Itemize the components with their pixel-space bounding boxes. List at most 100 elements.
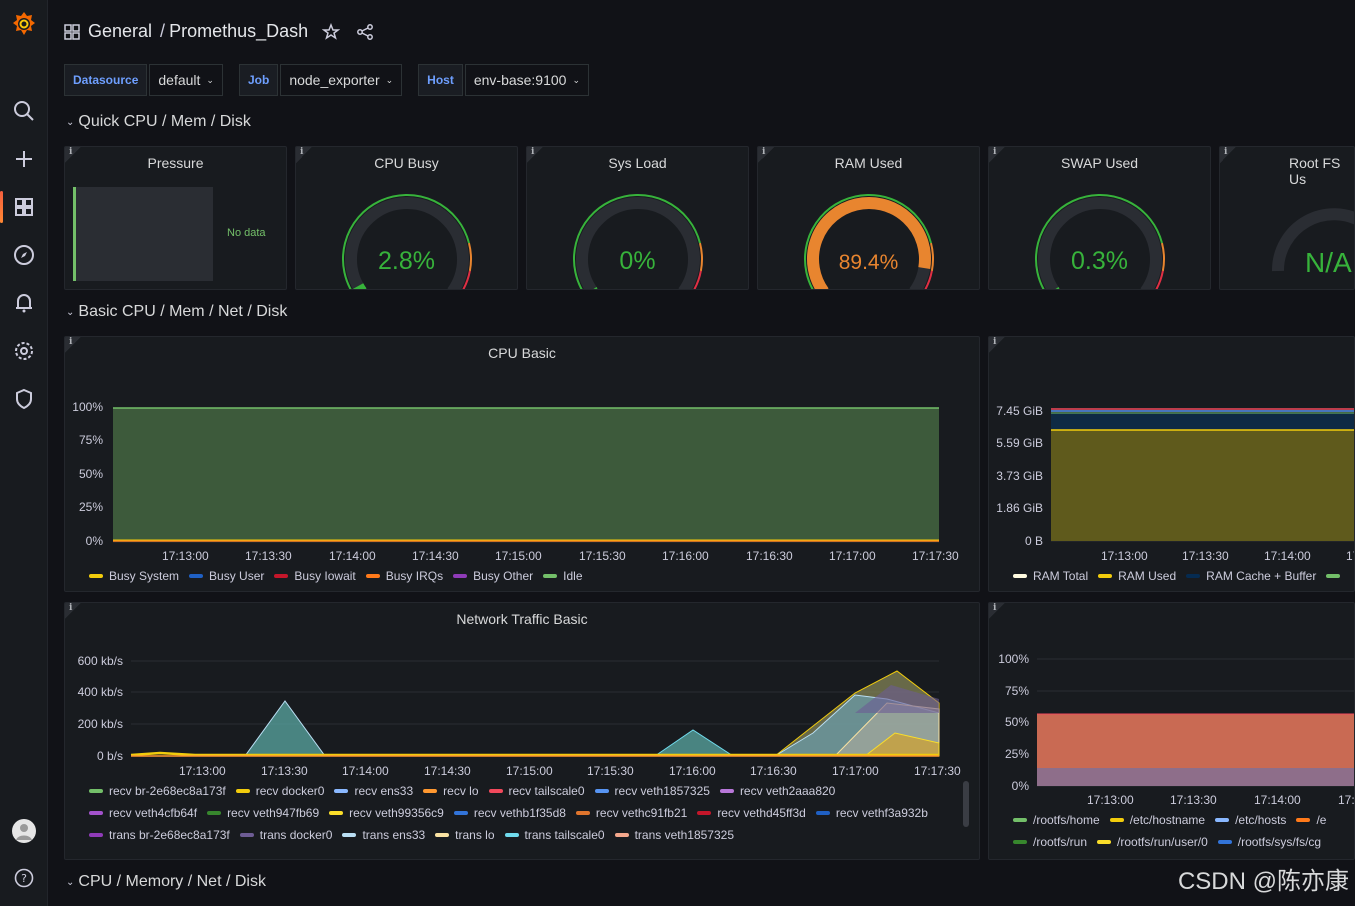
row-quick-cpu-mem-disk[interactable]: ⌄ Quick CPU / Mem / Disk: [66, 113, 251, 131]
panel-title[interactable]: RAM Used: [834, 155, 903, 171]
legend-item[interactable]: Idle: [543, 569, 583, 583]
legend-item[interactable]: /etc/hosts: [1215, 813, 1286, 827]
help-icon[interactable]: ?: [0, 858, 48, 898]
panel-info-icon[interactable]: i: [65, 147, 81, 163]
row-basic-cpu-mem-net-disk[interactable]: ⌄ Basic CPU / Mem / Net / Disk: [66, 303, 287, 321]
legend-item[interactable]: recv veth99356c9: [329, 806, 444, 820]
star-icon[interactable]: [322, 22, 341, 41]
panel-info-icon[interactable]: i: [527, 147, 543, 163]
panel-title[interactable]: Root FS Us: [1289, 155, 1341, 187]
legend-item[interactable]: recv vethd45ff3d: [697, 806, 806, 820]
gauge-threshold-orange: [1161, 242, 1165, 272]
panel-info-icon[interactable]: i: [989, 603, 1005, 619]
root-fs-panel[interactable]: i Root FS Us N/A: [1219, 146, 1355, 290]
datasource-variable-label: Datasource: [64, 64, 148, 96]
row-cpu-memory-net-disk[interactable]: ⌄ CPU / Memory / Net / Disk: [66, 873, 266, 891]
legend-item[interactable]: trans lo: [435, 828, 495, 842]
panel-title[interactable]: Sys Load: [608, 155, 667, 171]
legend-item[interactable]: trans veth1857325: [614, 828, 734, 842]
legend-item[interactable]: trans ens33: [342, 828, 425, 842]
legend-item[interactable]: recv vethf3a932b: [815, 806, 928, 820]
memory-basic-panel[interactable]: i 7.45 GiB 5.59 GiB 3.73 GiB 1.86 GiB 0 …: [988, 336, 1355, 592]
y-tick: 50%: [1004, 715, 1029, 729]
configuration-gear-icon[interactable]: [0, 331, 48, 371]
cpu-basic-chart: [113, 407, 939, 543]
legend-item[interactable]: Busy Other: [453, 569, 533, 583]
legend-item[interactable]: recv lo: [423, 784, 479, 798]
job-variable-select[interactable]: node_exporter ⌄: [280, 64, 403, 96]
cpu-basic-panel[interactable]: i CPU Basic 100% 75% 50% 25% 0% 17:13:00…: [64, 336, 980, 592]
legend-item[interactable]: trans br-2e68ec8a173f: [89, 828, 230, 842]
chevron-down-icon: ⌄: [66, 116, 75, 128]
panel-info-icon[interactable]: i: [1220, 147, 1236, 163]
datasource-variable-select[interactable]: default ⌄: [149, 64, 223, 96]
legend-item[interactable]: recv vethc91fb21: [575, 806, 687, 820]
panel-info-icon[interactable]: i: [989, 337, 1005, 353]
server-admin-shield-icon[interactable]: [0, 379, 48, 419]
legend-item[interactable]: Busy Iowait: [274, 569, 356, 583]
panel-title[interactable]: CPU Basic: [488, 345, 556, 361]
gauge-threshold-orange: [468, 242, 472, 272]
panel-info-icon[interactable]: i: [989, 147, 1005, 163]
chevron-down-icon: ⌄: [385, 74, 394, 85]
legend-item[interactable]: recv veth2aaa820: [719, 784, 835, 798]
legend-item[interactable]: recv tailscale0: [488, 784, 585, 798]
alerting-bell-icon[interactable]: [0, 283, 48, 323]
cpu-busy-panel[interactable]: i CPU Busy 2.8%: [295, 146, 518, 290]
traffic-spike: [653, 729, 735, 757]
dashboard-title[interactable]: Promethus_Dash: [169, 21, 309, 41]
create-plus-icon[interactable]: [0, 139, 48, 179]
user-avatar-icon[interactable]: [0, 811, 48, 851]
legend-scrollbar[interactable]: [963, 781, 969, 827]
legend-item[interactable]: RAM Total: [1013, 569, 1088, 583]
panel-title[interactable]: CPU Busy: [374, 155, 439, 171]
legend-item[interactable]: trans docker0: [239, 828, 332, 842]
legend-item[interactable]: recv veth4cfb64f: [89, 806, 197, 820]
ram-used-panel[interactable]: i RAM Used 89.4%: [757, 146, 980, 290]
legend-item[interactable]: Busy IRQs: [365, 569, 443, 583]
panel-info-icon[interactable]: i: [65, 603, 81, 619]
network-traffic-basic-panel[interactable]: i Network Traffic Basic 600 kb/s 400 kb/…: [64, 602, 980, 860]
legend-item[interactable]: /rootfs/home: [1013, 813, 1100, 827]
ram-used-gauge: [804, 194, 934, 289]
disk-space-basic-panel[interactable]: i 100% 75% 50% 25% 0% 17:13:00 17:13:30 …: [988, 602, 1355, 860]
legend-item[interactable]: recv vethb1f35d8: [453, 806, 566, 820]
swap-used-panel[interactable]: i SWAP Used 0.3%: [988, 146, 1211, 290]
legend-item[interactable]: recv br-2e68ec8a173f: [89, 784, 226, 798]
legend-item[interactable]: [1326, 569, 1346, 583]
share-icon[interactable]: [356, 23, 374, 41]
y-tick: 75%: [78, 433, 103, 447]
legend-item[interactable]: trans tailscale0: [504, 828, 605, 842]
legend-item[interactable]: Busy System: [89, 569, 179, 583]
legend-item[interactable]: /etc/hostname: [1109, 813, 1206, 827]
legend-item[interactable]: Busy User: [189, 569, 264, 583]
panel-info-icon[interactable]: i: [65, 337, 81, 353]
legend-item[interactable]: recv veth947fb69: [207, 806, 319, 820]
legend-item[interactable]: RAM Cache + Buffer: [1186, 569, 1316, 583]
search-icon[interactable]: [0, 91, 48, 131]
legend-label: /etc/hostname: [1129, 813, 1206, 827]
gauge-threshold-orange: [699, 242, 703, 272]
pressure-panel[interactable]: i Pressure No data: [64, 146, 287, 290]
legend-item[interactable]: recv veth1857325: [594, 784, 710, 798]
panel-title[interactable]: Pressure: [147, 155, 204, 171]
legend-item[interactable]: recv ens33: [334, 784, 413, 798]
y-tick: 3.73 GiB: [996, 469, 1043, 483]
legend-item[interactable]: /rootfs/run/user/0: [1097, 835, 1208, 849]
disk-usage-area: [1037, 768, 1354, 786]
explore-compass-icon[interactable]: [0, 235, 48, 275]
dashboards-icon[interactable]: [0, 187, 48, 227]
legend-item[interactable]: recv docker0: [235, 784, 324, 798]
panel-title[interactable]: SWAP Used: [1060, 155, 1139, 171]
legend-item[interactable]: /rootfs/run: [1013, 835, 1087, 849]
legend-item[interactable]: /rootfs/sys/fs/cg: [1217, 835, 1321, 849]
panel-info-icon[interactable]: i: [296, 147, 312, 163]
sys-load-panel[interactable]: i Sys Load 0%: [526, 146, 749, 290]
breadcrumb-folder[interactable]: General: [88, 21, 153, 41]
legend-item[interactable]: /e: [1296, 813, 1326, 827]
panel-title[interactable]: Network Traffic Basic: [456, 611, 588, 627]
panel-info-icon[interactable]: i: [758, 147, 774, 163]
grafana-logo-icon[interactable]: [0, 4, 48, 44]
host-variable-select[interactable]: env-base:9100 ⌄: [464, 64, 590, 96]
legend-item[interactable]: RAM Used: [1098, 569, 1176, 583]
